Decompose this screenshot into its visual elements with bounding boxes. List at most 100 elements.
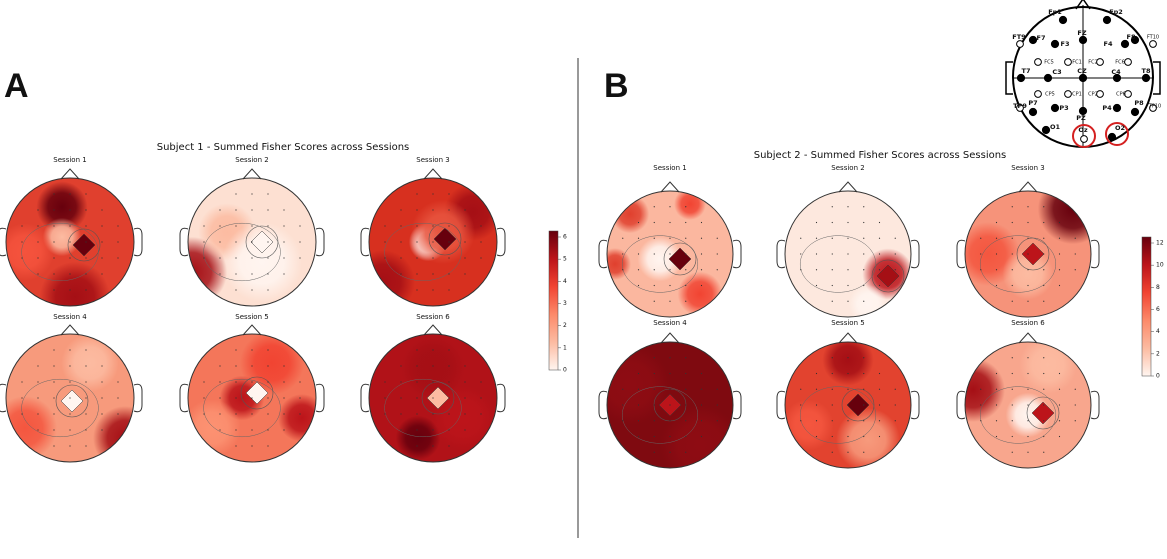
electrode-label: CP2 — [1088, 92, 1098, 98]
nose — [242, 324, 262, 336]
sensor-dot — [815, 253, 818, 255]
sensor-dot — [653, 357, 655, 359]
sensor-dot — [101, 241, 103, 243]
sensor-dot — [448, 209, 450, 211]
sensor-dot — [37, 397, 39, 399]
sensor-dot — [669, 206, 671, 208]
sensor-dot — [69, 349, 71, 351]
sensor-dot — [1011, 451, 1013, 453]
topomap-blob — [674, 191, 706, 220]
contour — [979, 386, 1057, 444]
sensor-dot — [995, 420, 998, 422]
sensor-dot — [448, 381, 450, 383]
sensor-dot — [384, 413, 386, 415]
sensor-dot — [1011, 284, 1013, 287]
sensor-dot — [637, 435, 640, 438]
sensor-dot — [101, 413, 103, 415]
sensor-dot — [847, 404, 849, 406]
sensor-dot — [1043, 372, 1045, 375]
contour — [67, 228, 101, 262]
sensor-dot — [283, 241, 285, 243]
sensor-dot — [653, 420, 655, 422]
sensor-dot — [878, 388, 881, 390]
sensor-dot — [448, 225, 450, 227]
sensor-dot — [995, 388, 998, 390]
sensor-dot — [1058, 221, 1061, 224]
sensor-dot — [464, 397, 466, 399]
topomap — [956, 181, 1100, 318]
sensor-dot — [416, 349, 418, 351]
sensor-dot — [637, 221, 640, 224]
sensor-dot — [219, 397, 221, 399]
panel-title: Subject 2 - Summed Fisher Scores across … — [754, 150, 1007, 161]
sensor-dot — [384, 225, 386, 227]
sensor-dot — [416, 429, 418, 431]
sensor-dot — [831, 388, 833, 390]
sensor-dot — [400, 241, 402, 243]
topomap — [598, 181, 742, 318]
electrode-label: O1 — [1050, 123, 1061, 131]
sensor-dot — [1011, 269, 1013, 271]
electrode-label: T8 — [1142, 67, 1151, 75]
sensor-dot — [863, 284, 865, 287]
sensor-dot — [101, 225, 103, 227]
sensor-dot — [69, 413, 71, 415]
sensor-dot — [267, 289, 269, 291]
sensor-dot — [700, 404, 703, 406]
sensor-dot — [653, 237, 655, 239]
sensor-dot — [878, 269, 881, 271]
sensor-dot — [69, 381, 71, 383]
colorbar — [1141, 236, 1152, 377]
sensor-dot — [37, 209, 39, 211]
hotspot — [433, 227, 457, 251]
sensor-dot — [847, 206, 849, 208]
sensor-dot — [480, 225, 482, 227]
sensor-dot — [53, 257, 55, 259]
sensor-dot — [831, 269, 833, 271]
sensor-dot — [21, 381, 23, 383]
sensor-dot — [37, 381, 39, 383]
sensor-dot — [464, 413, 466, 415]
sensor-dot — [1011, 237, 1013, 239]
topomap-fill — [607, 191, 733, 317]
sensor-dot — [800, 388, 802, 390]
contour — [799, 235, 877, 293]
session-label: Session 6 — [416, 313, 450, 321]
topomap-fill — [607, 342, 733, 468]
electrode — [1016, 40, 1024, 48]
electrode-label: Fp1 — [1048, 8, 1062, 16]
topomap-blob — [660, 405, 733, 468]
sensor-dot — [863, 206, 865, 208]
ear — [1090, 390, 1100, 420]
sensor-dot — [1043, 357, 1045, 359]
sensor-dot — [878, 404, 881, 406]
sensor-dot — [637, 388, 640, 390]
topomap-fill — [965, 191, 1091, 317]
sensor-dot — [432, 257, 434, 259]
topomap-blob — [836, 408, 900, 468]
sensor-dot — [432, 397, 434, 399]
panel-label: A — [4, 67, 29, 105]
electrode-label: F8 — [1127, 33, 1136, 41]
sensor-dot — [21, 397, 23, 399]
ear — [133, 227, 143, 257]
sensor-dot — [1058, 435, 1061, 438]
sensor-dot — [283, 429, 285, 431]
sensor-dot — [980, 269, 982, 271]
sensor-dot — [101, 381, 103, 383]
sensor-dot — [464, 381, 466, 383]
sensor-dot — [432, 429, 434, 431]
electrode-label: CP6 — [1116, 92, 1126, 98]
sensor-dot — [251, 257, 253, 259]
sensor-dot — [400, 257, 402, 259]
sensor-dot — [1043, 253, 1045, 255]
nose — [60, 168, 80, 180]
contour — [871, 259, 905, 293]
sensor-dot — [863, 388, 865, 390]
sensor-dot — [400, 397, 402, 399]
nose — [423, 168, 443, 180]
sensor-dot — [235, 381, 237, 383]
sensor-dot — [101, 209, 103, 211]
topomap-fill — [188, 178, 316, 306]
sensor-dot — [716, 269, 718, 271]
